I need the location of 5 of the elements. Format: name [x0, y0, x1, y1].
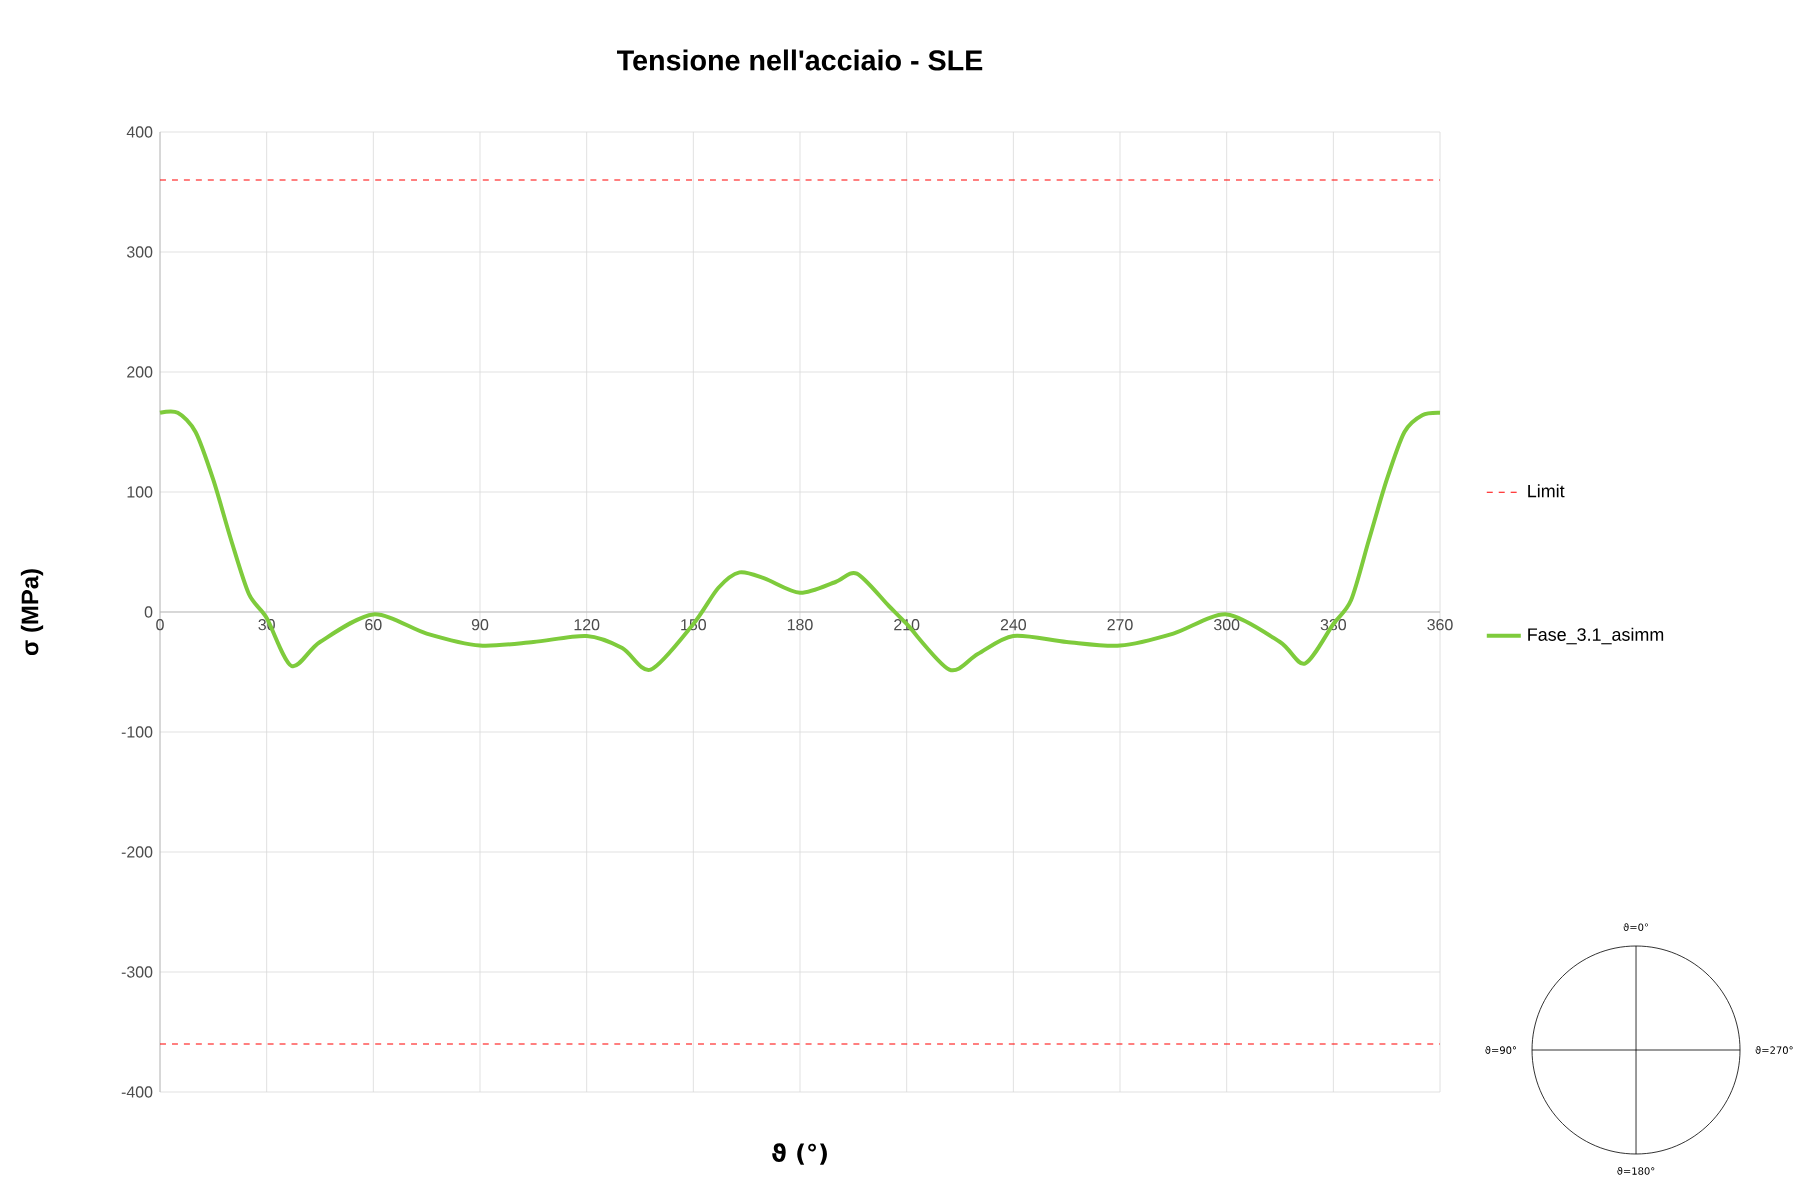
- x-axis-title: ϑ (°): [772, 1143, 827, 1165]
- chart-title: Tensione nell'acciaio - SLE: [617, 49, 983, 71]
- y-axis-title: σ (MPa): [20, 569, 44, 656]
- legend-label: Fase_3.1_asimm: [1528, 627, 1664, 645]
- legend-label: Limit: [1528, 484, 1565, 498]
